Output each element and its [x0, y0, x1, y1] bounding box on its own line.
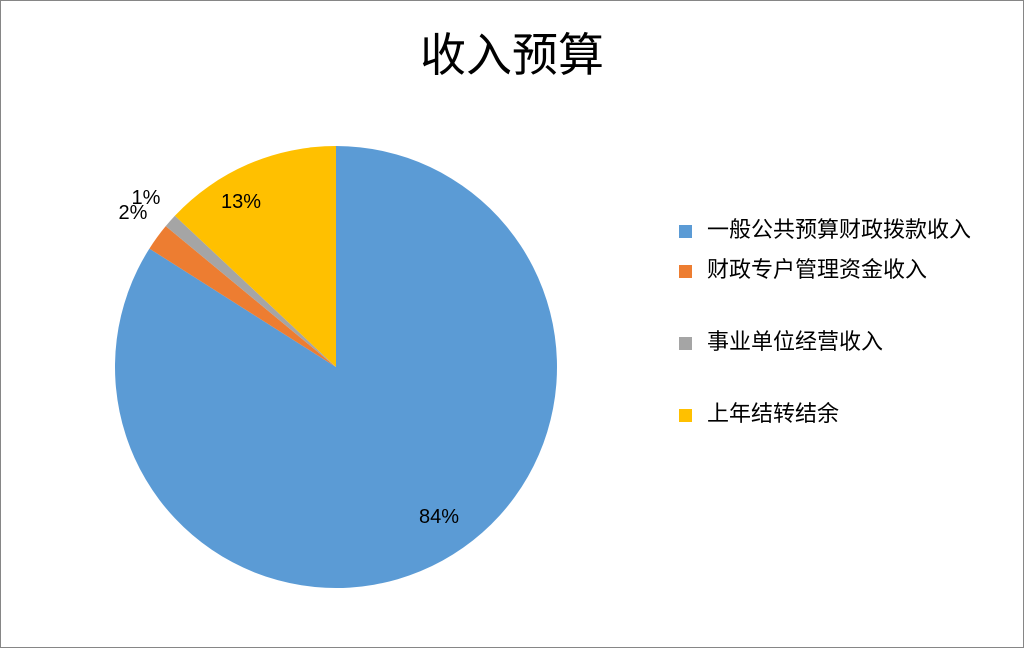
legend-item: 财政专户管理资金收入: [679, 256, 1009, 286]
legend-swatch: [679, 265, 692, 278]
legend-item: 一般公共预算财政拨款收入: [679, 216, 1009, 246]
legend-item: 事业单位经营收入: [679, 328, 1009, 358]
legend-label: 上年结转结余: [707, 402, 840, 427]
data-label: 84%: [419, 506, 459, 528]
legend-swatch: [679, 225, 692, 238]
legend-label: 财政专户管理资金收入: [707, 258, 928, 283]
pie-slice: [149, 226, 336, 367]
legend-label: 一般公共预算财政拨款收入: [707, 218, 972, 243]
legend-item: 上年结转结余: [679, 400, 1009, 430]
data-label: 2%: [119, 202, 148, 224]
legend-swatch: [679, 337, 692, 350]
legend: 一般公共预算财政拨款收入 财政专户管理资金收入 事业单位经营收入 上年结转结余: [679, 216, 1009, 430]
legend-swatch: [679, 409, 692, 422]
pie-slice: [165, 215, 336, 367]
data-label: 13%: [221, 191, 261, 213]
data-label: 1%: [132, 187, 161, 209]
pie-slice: [174, 146, 336, 367]
legend-label: 事业单位经营收入: [707, 330, 884, 355]
chart-title: 收入预算: [420, 28, 604, 82]
